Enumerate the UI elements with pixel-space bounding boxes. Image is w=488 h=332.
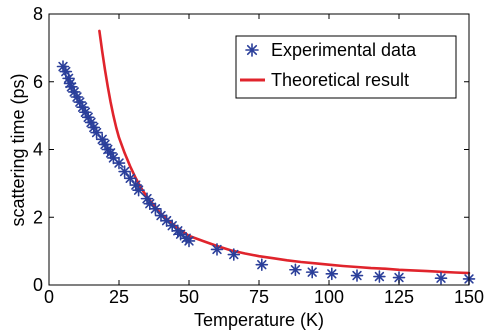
data-point-experimental-36: [255, 258, 269, 271]
data-point-experimental-33-stroke-3: [184, 236, 194, 246]
y-tick-label-4: 8: [33, 4, 43, 24]
data-point-experimental-11-stroke-3: [86, 117, 96, 128]
data-point-experimental-14: [95, 133, 109, 146]
x-tick-label-4: 100: [314, 287, 344, 307]
data-point-experimental-24-stroke-3: [142, 193, 152, 204]
data-point-experimental-25-stroke-3: [145, 199, 155, 209]
data-point-experimental-40-stroke-3: [352, 270, 362, 281]
data-point-experimental-37: [289, 263, 302, 277]
data-point-experimental-41-stroke-3: [374, 271, 385, 282]
x-tick-label-0: 0: [44, 287, 54, 307]
legend-box: [235, 35, 457, 99]
data-point-experimental-12: [87, 121, 101, 134]
data-point-experimental-26-stroke-3: [150, 204, 161, 214]
data-point-experimental-19-stroke-3: [114, 158, 124, 168]
legend-label-experimental: Experimental data: [271, 40, 417, 60]
data-point-experimental-21: [123, 171, 137, 185]
data-point-experimental-6-stroke-3: [72, 92, 82, 102]
data-point-experimental-42: [392, 271, 406, 284]
data-point-experimental-5: [67, 85, 81, 99]
x-tick-label-3: 75: [249, 287, 269, 307]
data-point-experimental-9-stroke-3: [80, 107, 91, 117]
data-point-experimental-25: [143, 197, 157, 210]
data-layer: [56, 29, 476, 286]
x-tick-label-5: 125: [384, 287, 414, 307]
y-tick-label-1: 2: [33, 207, 43, 227]
x-tick-label-6: 150: [454, 287, 484, 307]
data-point-experimental-7-stroke-3: [75, 97, 85, 107]
data-point-experimental-17-stroke-3: [105, 148, 116, 158]
data-point-experimental-1-stroke-3: [61, 66, 71, 77]
data-point-experimental-33: [182, 234, 196, 248]
x-axis-label: Temperature (K): [194, 310, 324, 330]
data-point-experimental-40: [350, 269, 364, 282]
x-tick-label-1: 25: [109, 287, 129, 307]
y-tick-label-2: 4: [33, 140, 43, 160]
data-point-experimental-13: [90, 126, 103, 139]
data-point-experimental-8-stroke-3: [77, 102, 88, 112]
data-point-experimental-23: [132, 183, 145, 197]
data-point-experimental-10-stroke-3: [83, 112, 93, 123]
data-point-experimental-21-stroke-3: [125, 173, 135, 183]
data-point-experimental-14-stroke-3: [97, 134, 107, 145]
data-point-experimental-43-stroke-3: [436, 273, 446, 283]
data-point-experimental-22-stroke-3: [131, 180, 141, 190]
data-point-experimental-35-stroke-3: [229, 249, 239, 260]
data-point-experimental-0-stroke-3: [58, 61, 68, 72]
legend-marker-experimental: [245, 43, 259, 57]
data-point-experimental-43: [434, 271, 448, 285]
series-line-theoretical: [98, 29, 471, 275]
data-point-experimental-38: [305, 265, 319, 279]
data-point-experimental-18-stroke-3: [108, 153, 119, 163]
legend-marker-glyph: [245, 43, 259, 57]
data-point-experimental-31-stroke-3: [175, 229, 186, 239]
y-tick-label-3: 6: [33, 72, 43, 92]
data-point-experimental-2-stroke-3: [63, 73, 74, 84]
data-point-experimental-23-stroke-3: [133, 185, 144, 195]
data-point-experimental-26: [149, 202, 162, 216]
data-point-experimental-13-stroke-3: [91, 127, 102, 138]
x-tick-label-2: 50: [179, 287, 199, 307]
y-axis-label: scattering time (ps): [8, 73, 28, 226]
tick-layer: 0 25 50 75 100 125 150 0 2 4 6 8: [33, 4, 484, 307]
data-point-experimental-12-stroke-3: [89, 122, 99, 133]
legend: Experimental data Theoretical result: [235, 35, 457, 99]
data-point-experimental-19: [112, 156, 126, 170]
data-point-experimental-41: [373, 270, 386, 283]
data-point-experimental-39-stroke-3: [327, 269, 337, 279]
data-point-experimental-35: [227, 248, 241, 261]
data-point-experimental-27-stroke-3: [156, 210, 166, 221]
data-point-experimental-20: [118, 165, 131, 178]
legend-label-theoretical: Theoretical result: [271, 70, 409, 90]
data-point-experimental-42-stroke-3: [394, 272, 404, 283]
data-point-experimental-37-stroke-3: [290, 265, 301, 275]
data-point-experimental-34: [210, 243, 224, 256]
data-point-experimental-15-stroke-3: [100, 139, 110, 150]
data-point-experimental-20-stroke-3: [119, 166, 130, 177]
data-point-experimental-38-stroke-3: [307, 267, 317, 277]
data-point-experimental-36-stroke-3: [257, 259, 267, 270]
data-point-experimental-29-stroke-3: [167, 221, 177, 231]
data-point-experimental-39: [325, 267, 339, 281]
y-tick-label-0: 0: [33, 275, 43, 295]
data-point-experimental-4-stroke-3: [66, 82, 77, 92]
data-point-experimental-4: [65, 80, 78, 94]
legend-marker-glyph-stroke-3: [246, 44, 258, 56]
data-point-experimental-27: [154, 209, 168, 222]
data-point-experimental-34-stroke-3: [212, 244, 222, 255]
data-point-experimental-28-stroke-3: [161, 215, 172, 226]
data-point-experimental-5-stroke-3: [69, 87, 79, 97]
